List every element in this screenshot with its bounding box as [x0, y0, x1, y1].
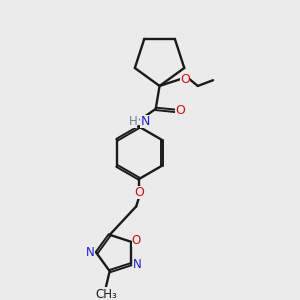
- Text: O: O: [180, 73, 190, 85]
- Text: H: H: [129, 115, 137, 128]
- Text: N: N: [86, 247, 95, 260]
- Text: O: O: [132, 235, 141, 248]
- Text: N: N: [133, 258, 142, 271]
- Text: CH₃: CH₃: [95, 288, 117, 300]
- Text: O: O: [134, 186, 144, 199]
- Text: O: O: [175, 104, 185, 117]
- Text: N: N: [140, 115, 150, 128]
